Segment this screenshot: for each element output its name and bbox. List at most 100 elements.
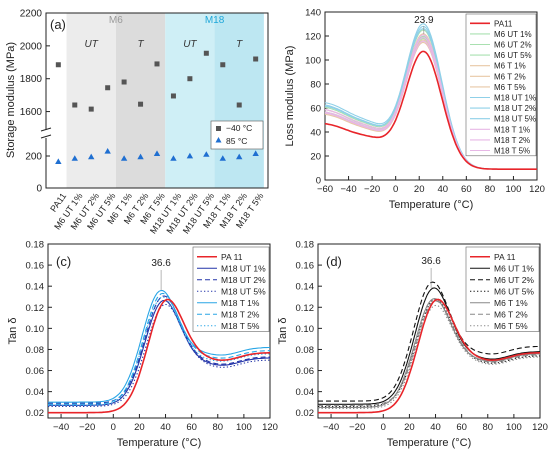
legend-label: M6 UT 5%	[494, 286, 534, 296]
marker-square	[154, 61, 160, 67]
y-tick-label: 0.04	[26, 387, 45, 398]
legend-label: M6 UT 2%	[494, 41, 532, 50]
legend-label: M6 T 1%	[494, 298, 528, 308]
peak-annotation: 36.6	[151, 258, 171, 269]
x-tick-label: −60	[317, 184, 333, 195]
x-tick-label: 120	[262, 422, 278, 433]
x-tick-label: 80	[212, 422, 223, 433]
marker-triangle	[186, 152, 194, 159]
series-line	[48, 292, 271, 405]
y-axis-label: Tan δ	[7, 318, 19, 345]
x-tick-label: 80	[482, 422, 493, 433]
legend-label: M6 UT 2%	[494, 275, 534, 285]
x-tick-label: 100	[506, 422, 522, 433]
legend-label: M6 UT 1%	[494, 30, 532, 39]
plot-frame	[45, 12, 269, 189]
legend-marker	[215, 137, 222, 143]
series-line	[324, 50, 537, 170]
marker-triangle	[153, 150, 161, 156]
x-tick-label: 100	[236, 422, 252, 433]
marker-triangle	[170, 155, 177, 161]
legend-label: PA11	[494, 19, 513, 28]
y-tick-label: 0	[316, 176, 321, 187]
x-tick-label: −40	[53, 422, 69, 433]
y-tick-label: 0.18	[296, 240, 315, 251]
legend-label: M18 UT 2%	[494, 104, 536, 113]
x-axis-label: Temperature (°C)	[117, 437, 201, 449]
legend-label: M18 T 2%	[494, 136, 530, 145]
legend-label: M6 UT 1%	[494, 263, 534, 273]
y-tick-label: 0.18	[26, 240, 45, 251]
legend-label: M6 UT 5%	[494, 51, 532, 60]
y-tick-label: 1600	[20, 107, 43, 118]
marker-square	[253, 56, 259, 62]
y-tick-label: 0.06	[26, 366, 45, 377]
x-tick-label: 20	[414, 184, 425, 195]
legend-label: M18 UT 5%	[221, 286, 266, 296]
y-tick-label: 1800	[20, 74, 43, 85]
series-line	[48, 299, 271, 406]
y-axis-label: Loss modulus (MPa)	[284, 46, 296, 147]
marker-triangle	[55, 158, 62, 164]
y-tick-label: 120	[305, 32, 321, 43]
y-tick-label: 0.16	[26, 261, 45, 272]
x-tick-label: 60	[461, 184, 472, 195]
series-line	[318, 281, 541, 402]
marker-triangle	[219, 155, 226, 161]
panel-label: (a)	[50, 17, 66, 32]
x-tick-label: 40	[430, 422, 441, 433]
series-line	[48, 295, 270, 404]
group-label: UT	[85, 39, 99, 50]
y-tick-label: 140	[305, 8, 321, 19]
group-label: T	[236, 39, 243, 50]
panel-a: 1600 1800 2000 2200 0 200 Storage modulus (MPa…	[5, 9, 269, 236]
group-label: T	[138, 39, 145, 50]
x-tick-label: −40	[323, 422, 339, 433]
x-tick-label: 40	[160, 422, 171, 433]
x-tick-label: −20	[79, 422, 95, 433]
series-line	[318, 300, 540, 406]
legend-marker	[216, 126, 221, 131]
x-tick-label: 40	[437, 184, 448, 195]
y-axis-label: Storage modulus (MPa)	[5, 42, 17, 158]
y-tick-label: 0.10	[26, 324, 45, 335]
series-line	[318, 298, 540, 409]
y-tick-label: 200	[25, 152, 42, 163]
series-line	[318, 304, 540, 410]
legend-label: M18 UT 1%	[221, 263, 266, 273]
y-tick-label: 0.04	[296, 387, 315, 398]
legend-label: PA 11	[494, 252, 516, 262]
panel-c: −40 −20 0 20 40 60 80 100 120 0.02 0.04 0.06 0.08 0.1…	[7, 240, 278, 450]
peak-annotation: 23.9	[414, 15, 434, 26]
marker-triangle	[203, 151, 210, 157]
marker-square	[220, 62, 226, 68]
panel-label: (d)	[326, 254, 342, 269]
y-tick-label: 100	[305, 56, 321, 67]
x-tick-label: 20	[404, 422, 415, 433]
y-tick-label: 2000	[20, 41, 43, 52]
marker-square	[236, 102, 242, 108]
legend-label: PA 11	[221, 252, 243, 262]
series-line	[48, 289, 270, 403]
y-tick-label: 40	[310, 128, 321, 139]
marker-triangle	[104, 148, 111, 154]
x-axis-label: Temperature (°C)	[389, 199, 473, 211]
legend-label: M18 UT 1%	[494, 94, 536, 103]
marker-square	[138, 101, 144, 107]
legend-box	[192, 246, 270, 332]
series-line	[318, 298, 540, 414]
x-tick-label: 20	[134, 422, 145, 433]
y-tick-label: 80	[310, 80, 321, 91]
peak-annotation: 36.6	[421, 256, 441, 267]
axis-break-mark	[40, 134, 52, 139]
legend-label: M6 T 5%	[494, 83, 526, 92]
legend-label: M18 T 5%	[221, 321, 260, 331]
y-tick-label: 2200	[20, 9, 43, 20]
marker-triangle	[88, 153, 95, 160]
legend-label: M18 T 1%	[221, 298, 260, 308]
legend-box	[465, 246, 540, 332]
panel-label: (c)	[56, 254, 71, 269]
axis-break-mask	[41, 130, 51, 138]
x-tick-label: −20	[349, 422, 365, 433]
